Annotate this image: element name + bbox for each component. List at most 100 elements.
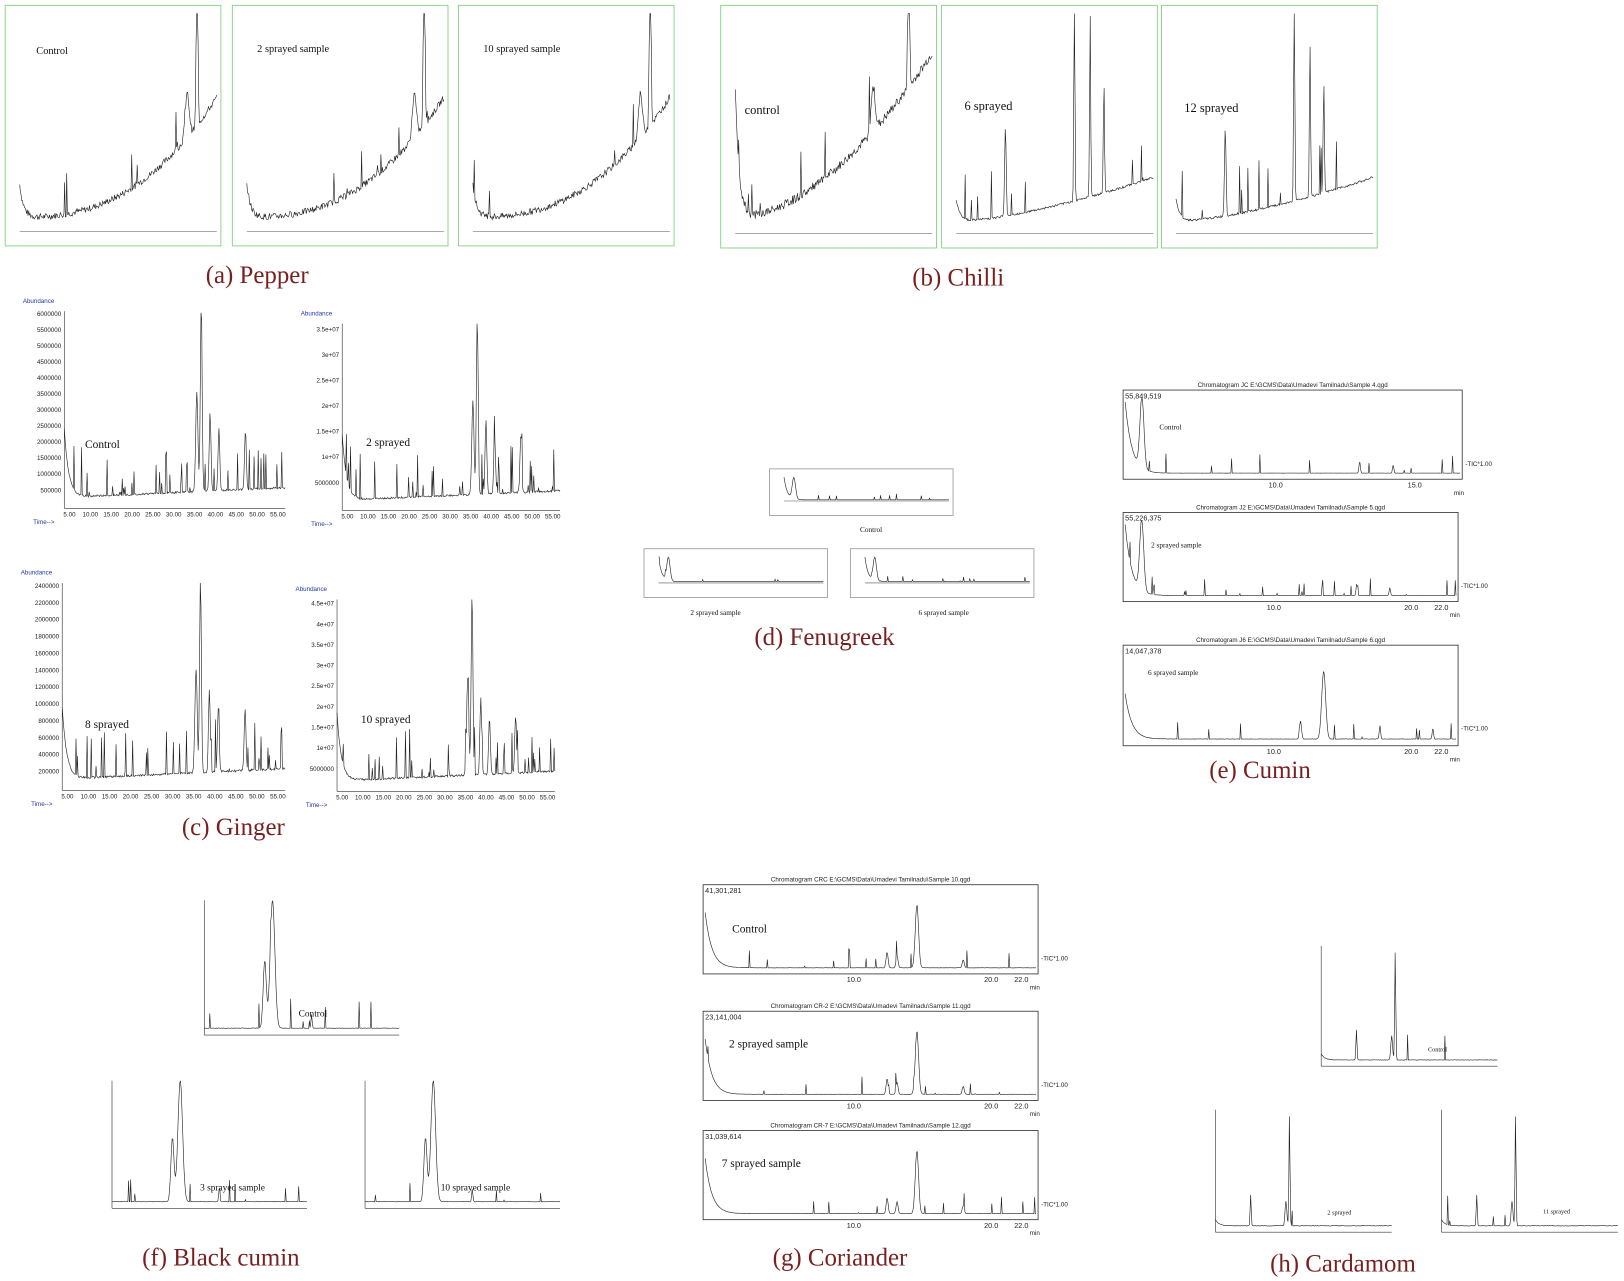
plot-frame bbox=[941, 4, 1158, 249]
panel-caption: (b) Chilli bbox=[912, 264, 1004, 291]
chromatogram-trace bbox=[472, 13, 671, 221]
sample-label: 6 sprayed sample bbox=[1148, 669, 1198, 677]
chromatogram-trace bbox=[658, 556, 824, 582]
x-tick-label: 40.00 bbox=[207, 794, 223, 801]
y-tick-label: 4500000 bbox=[37, 359, 62, 366]
x-tick-label: 22.0 bbox=[1014, 975, 1028, 984]
chromatogram-trace bbox=[1124, 519, 1457, 597]
plot-frame bbox=[4, 4, 222, 247]
x-tick-label: 20.00 bbox=[124, 512, 140, 519]
chromatogram-trace bbox=[704, 905, 1037, 969]
x-tick-label: 40.00 bbox=[478, 795, 494, 802]
panel-caption: (g) Coriander bbox=[773, 1244, 908, 1271]
chromatogram-trace bbox=[704, 1151, 1036, 1214]
chromatogram-trace bbox=[336, 599, 556, 782]
axis-label: Time--> bbox=[31, 801, 53, 808]
plot-frame bbox=[643, 548, 828, 598]
sample-label: 11 sprayed bbox=[1543, 1208, 1571, 1215]
chromatogram-trace bbox=[61, 582, 286, 780]
sample-label: control bbox=[745, 103, 781, 117]
y-tick-label: 2.5e+07 bbox=[316, 377, 339, 384]
sample-label: 2 sprayed sample bbox=[690, 609, 740, 617]
sample-label: 2 sprayed sample bbox=[1151, 542, 1201, 550]
sample-label: 7 sprayed sample bbox=[722, 1158, 801, 1170]
chromatogram-header: Chromatogram J6 E:\GCMS\Data\Umadevi Tam… bbox=[1196, 637, 1385, 644]
chromatogram-header: Chromatogram CRC E:\GCMS\Data\Umadevi Ta… bbox=[771, 877, 971, 884]
chromatogram-trace bbox=[734, 13, 933, 219]
x-tick-label: 10.0 bbox=[1267, 603, 1281, 612]
chromatogram-header: Chromatogram CR-2 E:\GCMS\Data\Umadevi T… bbox=[771, 1003, 971, 1010]
y-tick-label: 2e+07 bbox=[322, 403, 340, 410]
chromatogram-trace bbox=[19, 13, 218, 221]
axis-label: Time--> bbox=[33, 519, 55, 526]
max-intensity: 41,301,281 bbox=[705, 886, 741, 895]
sample-label: 10 sprayed sample bbox=[441, 1184, 510, 1194]
panel-caption: (h) Cardamom bbox=[1270, 1251, 1416, 1278]
x-tick-label: 45.00 bbox=[228, 512, 244, 519]
x-tick-label: 20.0 bbox=[984, 1221, 998, 1230]
tic-label: -TIC*1.00 bbox=[1041, 956, 1068, 963]
tic-label: -TIC*1.00 bbox=[1461, 583, 1488, 590]
chromatogram-trace bbox=[1124, 397, 1461, 474]
axis-label: Time--> bbox=[311, 521, 333, 528]
plot-frame bbox=[1122, 512, 1459, 603]
chromatogram-trace bbox=[204, 900, 400, 1029]
x-tick-label: 55.00 bbox=[540, 795, 556, 802]
x-tick-label: 50.00 bbox=[249, 794, 265, 801]
x-tick-label: 10.0 bbox=[847, 1221, 861, 1230]
x-tick-label: 35.00 bbox=[458, 795, 474, 802]
max-intensity: 55,849,519 bbox=[1125, 391, 1161, 400]
x-tick-label: 50.00 bbox=[524, 514, 540, 521]
sample-label: 2 sprayed bbox=[366, 437, 410, 449]
y-tick-label: 2e+07 bbox=[316, 704, 334, 711]
plot-frame bbox=[702, 1130, 1039, 1221]
x-tick-label: 10.00 bbox=[360, 514, 376, 521]
chromatogram-trace bbox=[1441, 1116, 1618, 1227]
y-tick-label: 1500000 bbox=[37, 455, 62, 462]
y-tick-label: 5000000 bbox=[310, 766, 335, 773]
x-tick-label: 30.00 bbox=[166, 512, 182, 519]
chromatogram-trace bbox=[864, 556, 1030, 582]
y-tick-label: 1200000 bbox=[35, 684, 60, 691]
y-tick-label: 3e+07 bbox=[316, 663, 334, 670]
plot-frame bbox=[1122, 644, 1459, 747]
chromatogram-trace bbox=[246, 13, 445, 220]
sample-label: Control bbox=[1428, 1047, 1447, 1054]
unit-label: min bbox=[1454, 490, 1465, 497]
sample-label: 8 sprayed bbox=[85, 719, 129, 731]
x-tick-label: 10.0 bbox=[1269, 481, 1283, 490]
sample-label: 6 sprayed sample bbox=[919, 609, 969, 617]
x-tick-label: 10.0 bbox=[847, 1102, 861, 1111]
y-tick-label: 400000 bbox=[38, 752, 59, 759]
max-intensity: 14,047,378 bbox=[1125, 646, 1161, 655]
x-tick-label: 40.00 bbox=[483, 514, 499, 521]
sample-label: Control bbox=[36, 46, 68, 57]
tic-label: -TIC*1.00 bbox=[1041, 1201, 1068, 1208]
y-tick-label: 5000000 bbox=[37, 343, 62, 350]
y-tick-label: 3500000 bbox=[37, 391, 62, 398]
max-intensity: 31,039,614 bbox=[705, 1132, 741, 1141]
x-tick-label: 15.00 bbox=[381, 514, 397, 521]
unit-label: min bbox=[1030, 1230, 1041, 1237]
x-tick-label: 55.00 bbox=[270, 512, 286, 519]
y-tick-label: 4.5e+07 bbox=[311, 601, 334, 608]
x-tick-label: 25.00 bbox=[144, 794, 160, 801]
max-intensity: 55,226,375 bbox=[1125, 514, 1161, 523]
chromatogram-header: Chromatogram CR-7 E:\GCMS\Data\Umadevi T… bbox=[770, 1122, 971, 1129]
plot-frame bbox=[849, 548, 1035, 598]
sample-label: Control bbox=[299, 1009, 328, 1019]
x-tick-label: 20.00 bbox=[123, 794, 139, 801]
x-tick-label: 30.00 bbox=[442, 514, 458, 521]
y-tick-label: 3e+07 bbox=[322, 352, 340, 359]
x-tick-label: 25.00 bbox=[145, 512, 161, 519]
x-tick-label: 10.00 bbox=[355, 795, 371, 802]
y-tick-label: 1e+07 bbox=[316, 745, 334, 752]
chromatogram-trace bbox=[111, 1080, 308, 1203]
x-tick-label: 20.00 bbox=[401, 514, 417, 521]
chromatogram-trace bbox=[955, 13, 1154, 222]
plot-frame bbox=[769, 468, 954, 516]
y-tick-label: 2200000 bbox=[35, 600, 60, 607]
chromatogram-trace bbox=[341, 323, 561, 501]
y-tick-label: 1000000 bbox=[35, 701, 60, 708]
y-tick-label: 2000000 bbox=[35, 617, 60, 624]
